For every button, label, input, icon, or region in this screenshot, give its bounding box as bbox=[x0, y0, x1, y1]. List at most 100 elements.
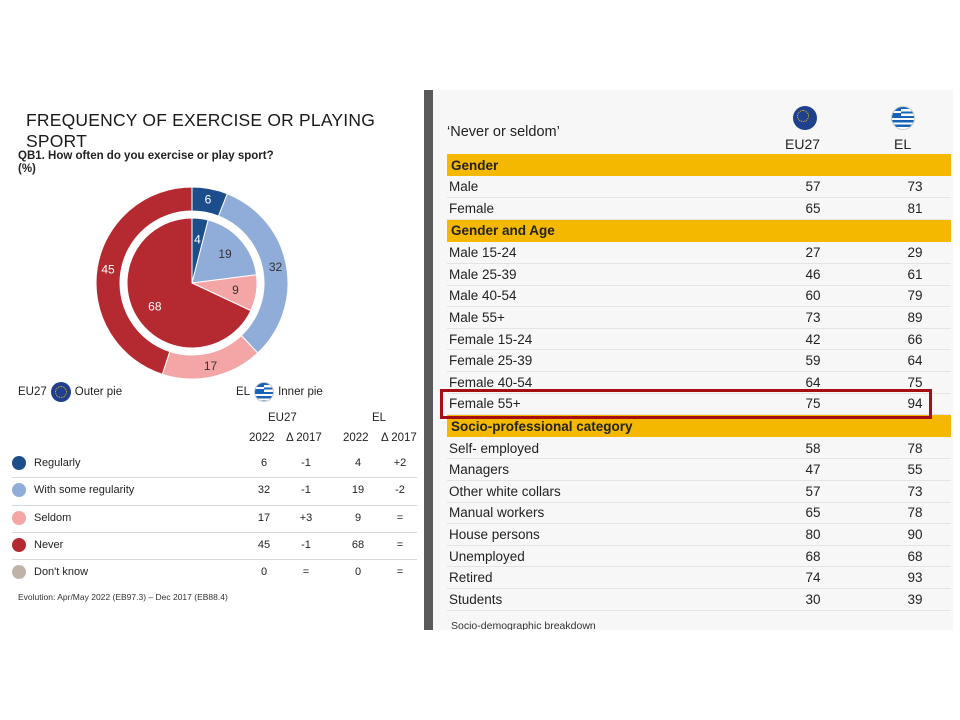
value-el: 94 bbox=[907, 396, 923, 412]
value-el: 79 bbox=[907, 288, 923, 304]
legend-label: Never bbox=[34, 538, 64, 551]
inner-label-0: 4 bbox=[194, 232, 201, 246]
value-eu27: 42 bbox=[805, 331, 821, 347]
right-panel: ‘Never or seldom’ EU27 EL Gender Male 57 73… bbox=[433, 90, 953, 630]
value-el: 73 bbox=[907, 483, 923, 499]
value-el: 73 bbox=[907, 179, 923, 195]
legend-label: Don't know bbox=[34, 566, 89, 579]
value-el-2022: 19 bbox=[351, 484, 365, 497]
value-eu27-delta: = bbox=[302, 566, 310, 579]
value-el-2022: 4 bbox=[354, 457, 362, 469]
row-label: Male 55+ bbox=[449, 309, 505, 325]
value-eu27: 74 bbox=[805, 570, 821, 586]
value-el-2022: 9 bbox=[354, 511, 362, 524]
legend-outer-code: EU27 bbox=[18, 386, 47, 398]
outer-label-3: 45 bbox=[101, 263, 115, 277]
greece-flag-icon bbox=[254, 382, 275, 402]
value-el: 68 bbox=[907, 548, 923, 564]
section-header: Gender bbox=[447, 154, 951, 176]
legend-inner-code: EL bbox=[236, 386, 251, 398]
value-eu27-2022: 6 bbox=[260, 457, 268, 469]
row-label: Manual workers bbox=[449, 505, 545, 521]
table-row: Retired 74 93 bbox=[447, 567, 951, 589]
value-eu27: 65 bbox=[805, 505, 821, 521]
row-separator bbox=[12, 477, 417, 479]
eu-flag-icon bbox=[793, 106, 817, 130]
row-label: House persons bbox=[449, 526, 540, 542]
value-el: 55 bbox=[907, 462, 923, 478]
row-label: Other white collars bbox=[449, 483, 561, 499]
col-el-2022: 2022 bbox=[343, 432, 369, 444]
value-eu27: 65 bbox=[805, 200, 821, 216]
value-el: 75 bbox=[907, 374, 923, 390]
left-panel: FREQUENCY OF EXERCISE OR PLAYING SPORT Q… bbox=[0, 90, 424, 630]
value-el: 29 bbox=[907, 245, 923, 261]
outer-label-0: 6 bbox=[205, 193, 212, 207]
value-el-delta: = bbox=[396, 566, 404, 579]
table-row: Female 25-39 59 64 bbox=[447, 350, 951, 372]
table-row: Managers 47 55 bbox=[447, 459, 951, 481]
question-label: QB1. How often do you exercise or play s… bbox=[18, 150, 274, 162]
value-eu27-2022: 32 bbox=[257, 484, 271, 497]
value-el: 78 bbox=[907, 440, 923, 456]
value-el: 64 bbox=[907, 353, 923, 369]
inner-label-1: 19 bbox=[218, 247, 232, 261]
footnote: Evolution: Apr/May 2022 (EB97.3) – Dec 2… bbox=[18, 592, 228, 602]
section-header: Socio-professional category bbox=[447, 415, 951, 438]
value-el: 61 bbox=[907, 266, 923, 282]
table-row: Female 55+ 75 94 bbox=[447, 394, 951, 416]
legend-row: Don't know 0 = 0 = bbox=[12, 560, 417, 584]
inner-label-3: 68 bbox=[148, 300, 162, 314]
table-title: ‘Never or seldom’ bbox=[447, 124, 560, 140]
legend-swatch bbox=[12, 537, 26, 552]
highlight-box bbox=[440, 389, 932, 419]
question-text: QB1. How often do you exercise or play s… bbox=[18, 150, 318, 176]
table-row: Male 57 73 bbox=[447, 177, 951, 199]
outer-label-2: 17 bbox=[204, 359, 218, 373]
row-label: Managers bbox=[449, 462, 510, 478]
row-label: Male 15-24 bbox=[449, 245, 517, 261]
value-el: 90 bbox=[907, 526, 923, 542]
row-separator bbox=[12, 504, 417, 506]
value-eu27: 73 bbox=[805, 309, 821, 325]
row-separator bbox=[12, 559, 417, 561]
value-el-2022: 68 bbox=[351, 538, 365, 551]
inner-label-2: 9 bbox=[232, 283, 239, 297]
value-eu27-delta: +3 bbox=[299, 511, 313, 524]
row-label: Students bbox=[449, 591, 503, 607]
value-eu27-delta: -1 bbox=[301, 457, 311, 469]
legend-inner-label: Inner pie bbox=[278, 386, 323, 398]
legend-swatch bbox=[12, 510, 26, 525]
inner-slice-1 bbox=[191, 219, 258, 284]
legend-row: With some regularity 32 -1 19 -2 bbox=[12, 478, 417, 502]
value-eu27-2022: 17 bbox=[257, 511, 271, 524]
legend-swatch bbox=[12, 456, 26, 470]
row-label: Unemployed bbox=[449, 548, 525, 564]
value-eu27: 68 bbox=[805, 548, 821, 564]
outer-label-1: 32 bbox=[269, 260, 283, 274]
panel-divider bbox=[424, 90, 433, 630]
value-el-2022: 0 bbox=[354, 566, 362, 579]
value-eu27-delta: -1 bbox=[301, 484, 311, 497]
pie-chart: 6 32 17 45 4 19 9 68 bbox=[95, 186, 289, 380]
table-row: Male 25-39 46 61 bbox=[447, 264, 951, 286]
legend-row: Regularly 6 -1 4 +2 bbox=[12, 451, 417, 475]
col-el-header: EL bbox=[894, 136, 912, 152]
value-el: 89 bbox=[907, 309, 923, 325]
legend-outer-label: Outer pie bbox=[74, 386, 123, 398]
value-eu27: 46 bbox=[805, 266, 821, 282]
value-el: 93 bbox=[907, 570, 923, 586]
table-row: Manual workers 65 78 bbox=[447, 503, 951, 525]
value-eu27-2022: 0 bbox=[260, 566, 268, 579]
value-eu27: 47 bbox=[805, 462, 821, 478]
table-row: Unemployed 68 68 bbox=[447, 546, 951, 568]
value-el: 81 bbox=[907, 200, 923, 216]
table-row: House persons 80 90 bbox=[447, 524, 951, 546]
value-el: 66 bbox=[907, 331, 923, 347]
row-separator bbox=[12, 531, 417, 533]
row-label: Retired bbox=[449, 570, 493, 586]
value-eu27: 57 bbox=[805, 179, 821, 195]
row-label: Self- employed bbox=[449, 440, 540, 456]
value-eu27: 80 bbox=[805, 526, 821, 542]
greece-flag-icon bbox=[891, 106, 915, 130]
